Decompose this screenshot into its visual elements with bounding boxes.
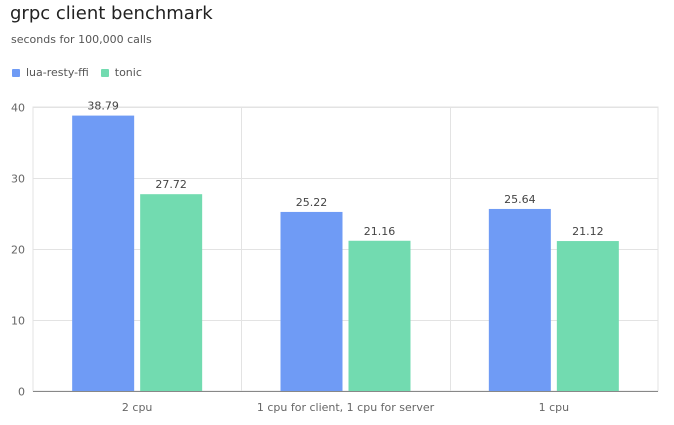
legend-swatch-tonic bbox=[100, 68, 109, 77]
x-tick-label: 1 cpu bbox=[539, 401, 570, 414]
chart-subtitle: seconds for 100,000 calls bbox=[11, 33, 152, 46]
y-tick-label: 0 bbox=[18, 386, 25, 399]
y-tick-label: 20 bbox=[11, 244, 25, 257]
bar-tonic bbox=[556, 241, 619, 391]
legend-item-lua-resty-ffi[interactable]: lua-resty-ffi bbox=[12, 66, 89, 79]
chart-title: grpc client benchmark bbox=[10, 3, 213, 24]
bar-lua-resty-ffi bbox=[72, 115, 135, 391]
data-label: 27.72 bbox=[155, 178, 187, 191]
data-label: 25.64 bbox=[504, 193, 536, 206]
legend-label-lua-resty-ffi: lua-resty-ffi bbox=[26, 66, 89, 79]
data-label: 21.16 bbox=[364, 225, 396, 238]
legend: lua-resty-ffi tonic bbox=[12, 66, 154, 79]
legend-swatch-lua-resty-ffi bbox=[12, 68, 20, 77]
bar-tonic bbox=[348, 240, 411, 391]
y-tick-label: 30 bbox=[11, 173, 25, 186]
data-label: 25.22 bbox=[296, 196, 328, 209]
legend-label-tonic: tonic bbox=[114, 66, 142, 79]
legend-item-tonic[interactable]: tonic bbox=[100, 66, 142, 79]
data-label: 38.79 bbox=[87, 100, 119, 113]
bar-lua-resty-ffi bbox=[280, 211, 343, 391]
x-tick-label: 1 cpu for client, 1 cpu for server bbox=[257, 401, 435, 414]
x-tick-label: 2 cpu bbox=[122, 401, 153, 414]
bar-lua-resty-ffi bbox=[488, 208, 551, 391]
y-tick-label: 40 bbox=[11, 102, 25, 115]
y-tick-label: 10 bbox=[11, 315, 25, 328]
bar-tonic bbox=[140, 194, 203, 391]
data-label: 21.12 bbox=[572, 225, 604, 238]
